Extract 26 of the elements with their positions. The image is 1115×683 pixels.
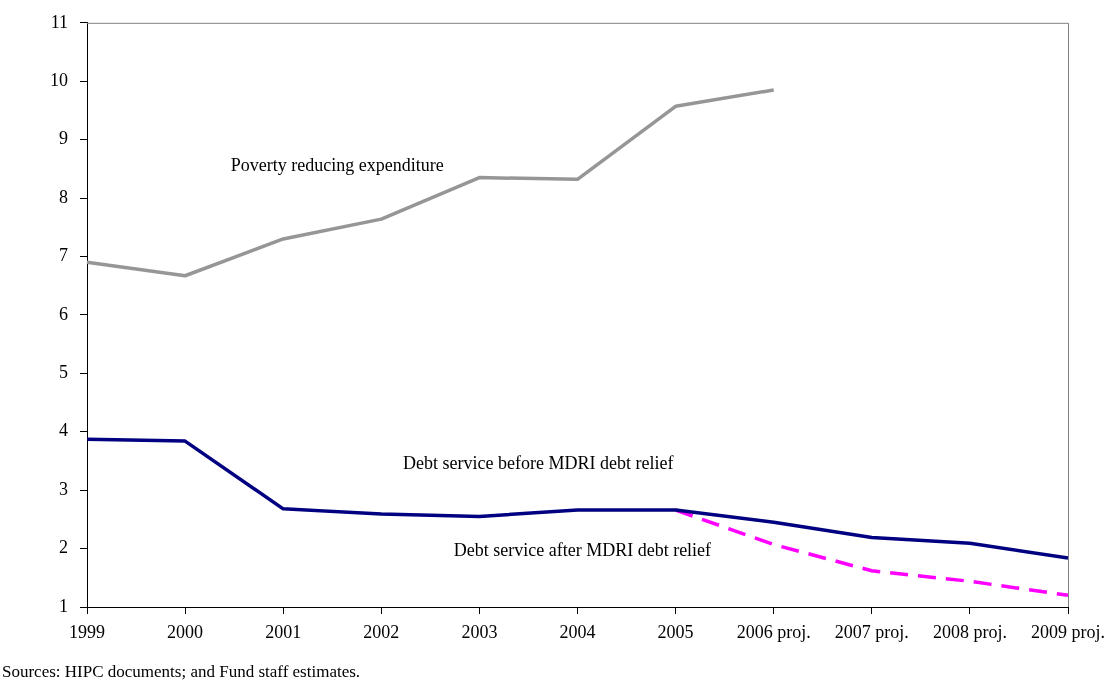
x-tick-label: 2003 xyxy=(461,621,498,642)
x-tick-label: 2008 proj. xyxy=(932,621,1007,642)
x-tick-label: 2009 proj. xyxy=(1031,621,1105,642)
source-note: Sources: HIPC documents; and Fund staff estimates. xyxy=(2,662,361,682)
x-tick-label: 1999 xyxy=(69,621,105,642)
text: Debt service before MDRI debt relief xyxy=(403,452,674,473)
y-tick-label: 4 xyxy=(59,420,68,441)
series-label: Debt service after MDRI debt relief xyxy=(453,540,712,561)
y-tick-label: 3 xyxy=(59,478,68,499)
x-tick-label: 2004 xyxy=(559,621,596,642)
x-tick-label: 2000 xyxy=(167,621,204,642)
y-tick-label: 7 xyxy=(59,245,68,266)
y-tick-label: 1 xyxy=(59,595,68,616)
y-tick-label: 8 xyxy=(59,186,68,207)
series-label: Poverty reducing expenditure xyxy=(230,154,444,175)
y-tick-label: 9 xyxy=(59,128,68,149)
y-tick-label: 5 xyxy=(59,362,68,383)
x-tick-label: 2007 proj. xyxy=(834,621,909,642)
x-tick-label: 2001 xyxy=(265,621,302,642)
y-tick-label: 2 xyxy=(59,537,68,558)
y-tick-label: 11 xyxy=(50,11,68,32)
y-tick-label: 10 xyxy=(50,69,68,90)
x-tick-label: 2005 xyxy=(657,621,694,642)
x-tick-label: 2006 proj. xyxy=(736,621,811,642)
x-tick-label: 2002 xyxy=(363,621,400,642)
y-tick-label: 6 xyxy=(59,303,68,324)
